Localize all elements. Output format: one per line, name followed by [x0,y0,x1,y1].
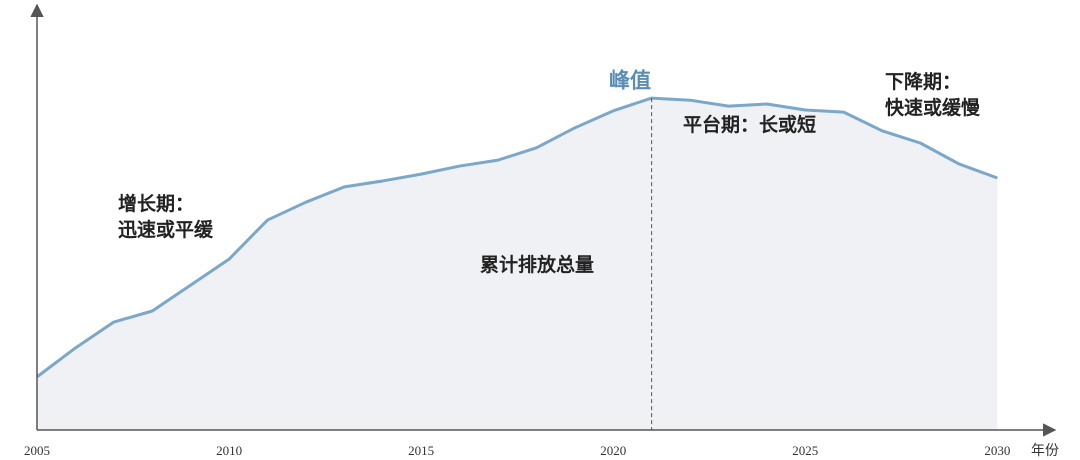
annotation: 快速或缓慢 [885,96,981,119]
annotation: 下降期： [885,70,961,93]
line [36,96,998,379]
x-axis-label: 年份 [1031,443,1059,459]
area [37,98,998,430]
annotation: 增长期： [118,192,194,215]
x-tick-label: 2025 [792,443,818,458]
x-tick-label: 2030 [984,443,1010,458]
annotation: 累计排放总量 [480,253,594,276]
annotation: 迅速或平缓 [118,218,214,241]
x-tick-label: 2005 [24,443,50,458]
x-tick-label: 2020 [600,443,626,458]
annotation: 平台期：长或短 [683,113,816,136]
peak-label: 峰值 [609,69,651,93]
x-tick-label: 2015 [408,443,434,458]
x-tick-label: 2010 [216,443,242,458]
